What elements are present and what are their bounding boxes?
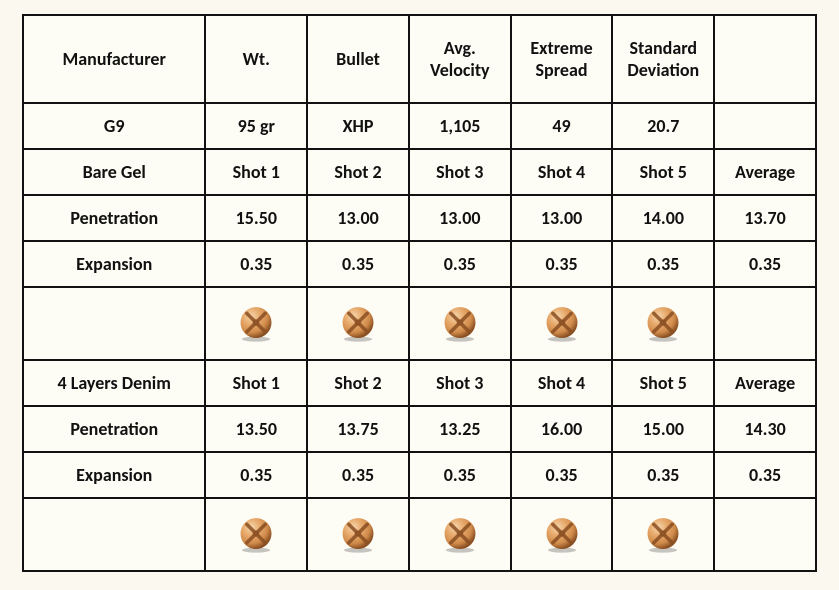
shot5-label: Shot 5 [612, 360, 714, 406]
bg-bullet-1 [205, 287, 307, 360]
header-manufacturer: Manufacturer [23, 15, 205, 103]
header-weight: Wt. [205, 15, 307, 103]
bare-gel-penetration-row: Penetration 15.50 13.00 13.00 13.00 14.0… [23, 195, 816, 241]
bare-gel-header-row: Bare Gel Shot 1 Shot 2 Shot 3 Shot 4 Sho… [23, 149, 816, 195]
shot2-label: Shot 2 [307, 360, 409, 406]
bullet-icon [340, 517, 376, 553]
dn-bullets-empty-r [714, 498, 816, 571]
dn-pen-s5: 15.00 [612, 406, 714, 452]
bg-bullets-empty-r [714, 287, 816, 360]
shot4-label: Shot 4 [511, 360, 613, 406]
table-header-row: Manufacturer Wt. Bullet Avg.Velocity Ext… [23, 15, 816, 103]
bare-gel-bullets-row [23, 287, 816, 360]
bg-pen-s4: 13.00 [511, 195, 613, 241]
shot2-label: Shot 2 [307, 149, 409, 195]
bullet-icon [340, 306, 376, 342]
denim-penetration-row: Penetration 13.50 13.75 13.25 16.00 15.0… [23, 406, 816, 452]
dn-bullet-2 [307, 498, 409, 571]
dn-exp-s2: 0.35 [307, 452, 409, 498]
bg-pen-s2: 13.00 [307, 195, 409, 241]
ammo-avg-velocity: 1,105 [409, 103, 511, 149]
dn-bullet-1 [205, 498, 307, 571]
denim-label: 4 Layers Denim [23, 360, 205, 406]
dn-pen-s2: 13.75 [307, 406, 409, 452]
dn-exp-avg: 0.35 [714, 452, 816, 498]
bullet-icon [238, 306, 274, 342]
ammo-row: G9 95 gr XHP 1,105 49 20.7 [23, 103, 816, 149]
bullet-icon [645, 517, 681, 553]
shot5-label: Shot 5 [612, 149, 714, 195]
dn-pen-s3: 13.25 [409, 406, 511, 452]
dn-exp-s4: 0.35 [511, 452, 613, 498]
bg-exp-avg: 0.35 [714, 241, 816, 287]
bullet-icon [544, 306, 580, 342]
bullet-icon [645, 306, 681, 342]
dn-exp-s3: 0.35 [409, 452, 511, 498]
dn-bullets-empty-l [23, 498, 205, 571]
header-avg-velocity: Avg.Velocity [409, 15, 511, 103]
denim-header-row: 4 Layers Denim Shot 1 Shot 2 Shot 3 Shot… [23, 360, 816, 406]
average-label: Average [714, 149, 816, 195]
bare-gel-label: Bare Gel [23, 149, 205, 195]
average-label: Average [714, 360, 816, 406]
bg-exp-s2: 0.35 [307, 241, 409, 287]
dn-exp-s1: 0.35 [205, 452, 307, 498]
bullet-icon [442, 306, 478, 342]
ammo-manufacturer: G9 [23, 103, 205, 149]
dn-pen-avg: 14.30 [714, 406, 816, 452]
dn-pen-s1: 13.50 [205, 406, 307, 452]
results-table: Manufacturer Wt. Bullet Avg.Velocity Ext… [22, 14, 817, 572]
denim-expansion-row: Expansion 0.35 0.35 0.35 0.35 0.35 0.35 [23, 452, 816, 498]
expansion-label: Expansion [23, 452, 205, 498]
bg-bullet-5 [612, 287, 714, 360]
dn-exp-s5: 0.35 [612, 452, 714, 498]
bullet-icon [238, 517, 274, 553]
ammo-extreme-spread: 49 [511, 103, 613, 149]
bg-bullets-empty-l [23, 287, 205, 360]
dn-bullet-5 [612, 498, 714, 571]
bare-gel-expansion-row: Expansion 0.35 0.35 0.35 0.35 0.35 0.35 [23, 241, 816, 287]
bg-pen-s5: 14.00 [612, 195, 714, 241]
bg-exp-s4: 0.35 [511, 241, 613, 287]
results-table-sheet: Manufacturer Wt. Bullet Avg.Velocity Ext… [0, 0, 839, 590]
shot3-label: Shot 3 [409, 149, 511, 195]
ammo-bullet: XHP [307, 103, 409, 149]
bullet-icon [544, 517, 580, 553]
header-extreme-spread: ExtremeSpread [511, 15, 613, 103]
bg-exp-s1: 0.35 [205, 241, 307, 287]
bg-pen-s1: 15.50 [205, 195, 307, 241]
bg-exp-s5: 0.35 [612, 241, 714, 287]
bg-bullet-3 [409, 287, 511, 360]
bg-exp-s3: 0.35 [409, 241, 511, 287]
bg-pen-s3: 13.00 [409, 195, 511, 241]
bg-bullet-2 [307, 287, 409, 360]
bg-bullet-4 [511, 287, 613, 360]
ammo-weight: 95 gr [205, 103, 307, 149]
denim-bullets-row [23, 498, 816, 571]
header-std-dev: StandardDeviation [612, 15, 714, 103]
penetration-label: Penetration [23, 195, 205, 241]
shot3-label: Shot 3 [409, 360, 511, 406]
dn-bullet-3 [409, 498, 511, 571]
header-bullet: Bullet [307, 15, 409, 103]
ammo-empty [714, 103, 816, 149]
ammo-std-dev: 20.7 [612, 103, 714, 149]
shot1-label: Shot 1 [205, 360, 307, 406]
bg-pen-avg: 13.70 [714, 195, 816, 241]
dn-bullet-4 [511, 498, 613, 571]
dn-pen-s4: 16.00 [511, 406, 613, 452]
bullet-icon [442, 517, 478, 553]
penetration-label: Penetration [23, 406, 205, 452]
shot1-label: Shot 1 [205, 149, 307, 195]
header-empty [714, 15, 816, 103]
shot4-label: Shot 4 [511, 149, 613, 195]
expansion-label: Expansion [23, 241, 205, 287]
